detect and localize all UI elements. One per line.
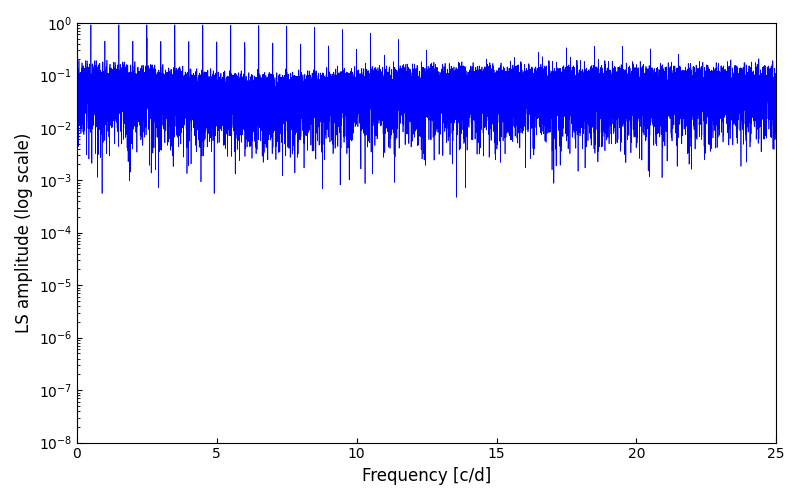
- Y-axis label: LS amplitude (log scale): LS amplitude (log scale): [15, 132, 33, 333]
- X-axis label: Frequency [c/d]: Frequency [c/d]: [362, 467, 491, 485]
